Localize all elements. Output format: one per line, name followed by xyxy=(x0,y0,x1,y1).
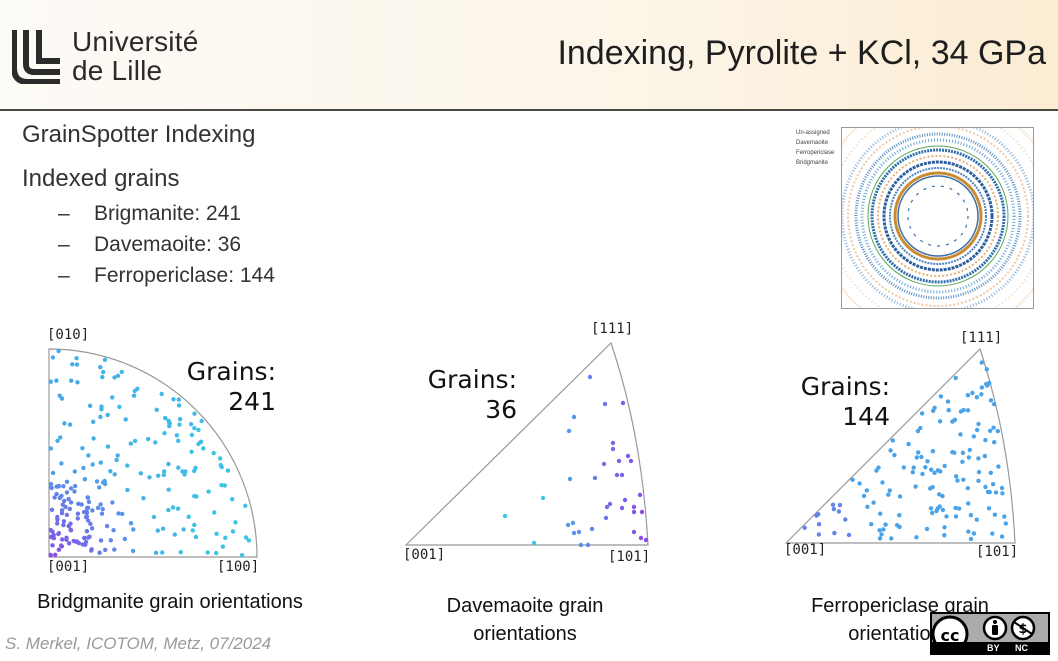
ferropericlase-ipf-chart xyxy=(784,347,1016,544)
axis-label-111: [111] xyxy=(960,330,1003,346)
svg-text:cc: cc xyxy=(941,626,960,642)
axis-label-001: [001] xyxy=(47,559,90,575)
list-item: – Brigmanite: 241 xyxy=(58,198,275,229)
dash-bullet: – xyxy=(58,202,70,225)
grains-label: Grains: xyxy=(186,357,276,386)
legend-item: Ferropericlase xyxy=(796,150,835,156)
axis-label-010: [010] xyxy=(47,327,90,343)
diffraction-pattern xyxy=(816,94,1058,338)
logo-wordmark: Université de Lille xyxy=(72,27,198,85)
list-item-text: Ferropericlase: 144 xyxy=(94,264,275,287)
caption-line-1: Davemaoite grain xyxy=(446,595,604,617)
cc-badge-icons: cc $ xyxy=(931,614,1048,653)
nc-icon: $ xyxy=(1010,615,1036,641)
bridgmanite-caption: Bridgmanite grain orientations xyxy=(37,591,303,613)
diffraction-legend: Un-assigned Davemaoite Ferropericlase Br… xyxy=(796,128,834,168)
grains-value: 241 xyxy=(228,387,276,416)
slide-title: Indexing, Pyrolite + KCl, 34 GPa xyxy=(557,34,1046,72)
caption-line-2: orientations xyxy=(848,623,952,645)
ferropericlase-caption: Ferropericlase grain orientations xyxy=(770,592,1030,648)
cc-license-badge[interactable]: cc $ BY NC xyxy=(930,612,1050,655)
axis-label-001: [001] xyxy=(403,547,446,563)
nc-label: NC xyxy=(1015,643,1028,653)
grains-label: Grains: xyxy=(800,372,890,401)
section-subtitle: GrainSpotter Indexing xyxy=(22,121,256,148)
grains-label: Grains: xyxy=(427,365,517,394)
diffraction-rings xyxy=(816,94,1058,338)
axis-label-101: [101] xyxy=(976,544,1019,560)
legend-item: Bridgmanite xyxy=(796,160,829,166)
davemaoite-pole-figure: [111] [001] [101] Grains: 36 xyxy=(390,315,670,575)
diffraction-image: Un-assigned Davemaoite Ferropericlase Br… xyxy=(790,94,1058,338)
axis-label-001: [001] xyxy=(784,542,827,558)
ferropericlase-pole-figure: [111] [001] [101] Grains: 144 xyxy=(770,320,1058,570)
legend-item: Un-assigned xyxy=(796,130,830,136)
lille-logo-icon xyxy=(12,30,60,84)
header-divider xyxy=(0,109,1058,111)
axis-label-111: [111] xyxy=(591,321,634,337)
legend-item: Davemaoite xyxy=(796,140,829,146)
section-heading: Indexed grains xyxy=(22,165,180,192)
list-item: – Ferropericlase: 144 xyxy=(58,260,275,291)
grain-count-label: Grains: 36 xyxy=(410,365,517,425)
logo-line-2: de Lille xyxy=(72,55,163,86)
list-item: – Davemaoite: 36 xyxy=(58,229,275,260)
list-item-text: Brigmanite: 241 xyxy=(94,202,242,225)
bridgmanite-ipf-chart xyxy=(48,348,258,558)
indexed-grains-list: – Brigmanite: 241 – Davemaoite: 36 – Ferrop… xyxy=(58,198,275,291)
grains-value: 144 xyxy=(842,402,890,431)
svg-text:$: $ xyxy=(1018,622,1027,637)
caption-line-2: orientations xyxy=(473,623,577,645)
bridgmanite-pole-figure: [010] [001] [100] Grains: 241 xyxy=(0,320,340,580)
caption-line-1: Ferropericlase grain xyxy=(811,595,989,617)
list-item-text: Davemaoite: 36 xyxy=(94,233,242,256)
dash-bullet: – xyxy=(58,264,70,287)
logo-line-1: Université xyxy=(72,26,199,57)
axis-label-100: [100] xyxy=(217,559,260,575)
grain-count-label: Grains: 144 xyxy=(790,372,890,432)
grains-value: 36 xyxy=(485,395,517,424)
by-label: BY xyxy=(987,643,1000,653)
cc-icon: cc xyxy=(931,615,969,653)
slide-header: Université de Lille Indexing, Pyrolite +… xyxy=(0,0,1058,109)
davemaoite-caption: Davemaoite grain orientations xyxy=(390,592,660,648)
davemaoite-ipf-chart xyxy=(404,341,649,548)
grain-count-label: Grains: 241 xyxy=(170,357,276,417)
axis-label-101: [101] xyxy=(608,549,651,565)
cc-badge-labels: BY NC xyxy=(930,642,1050,655)
footer-credit: S. Merkel, ICOTOM, Metz, 07/2024 xyxy=(5,634,272,653)
dash-bullet: – xyxy=(58,233,70,256)
universite-de-lille-logo: Université de Lille xyxy=(12,27,232,88)
by-icon xyxy=(982,615,1008,641)
